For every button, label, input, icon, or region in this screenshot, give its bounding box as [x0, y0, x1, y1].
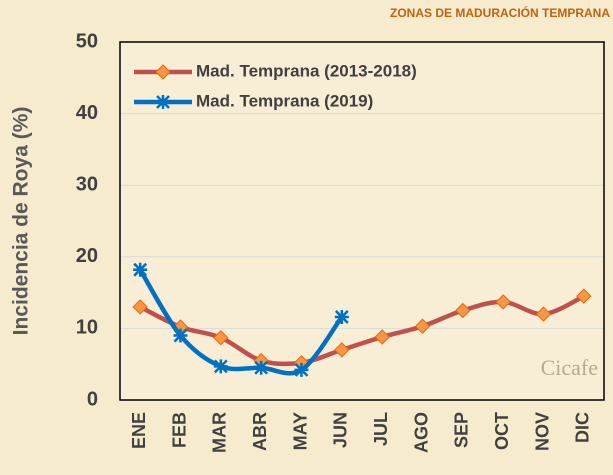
y-tick-label: 0: [87, 388, 98, 410]
marker: [132, 299, 148, 315]
marker: [334, 309, 349, 324]
x-tick-label: OCT: [492, 412, 512, 450]
marker: [133, 262, 148, 277]
x-tick-label: MAY: [290, 412, 310, 450]
x-tick-label: MAR: [210, 412, 230, 453]
x-tick-label: ABR: [250, 412, 270, 451]
y-tick-label: 40: [76, 102, 98, 124]
legend-label: Mad. Temprana (2019): [196, 91, 373, 110]
marker: [334, 342, 350, 358]
x-tick-label: JUN: [331, 412, 351, 448]
y-tick-label: 10: [76, 317, 98, 339]
marker: [173, 328, 188, 343]
marker: [374, 329, 390, 345]
marker: [414, 318, 431, 334]
x-tick-label: JUL: [371, 412, 391, 446]
x-tick-label: AGO: [411, 412, 431, 453]
marker: [213, 359, 228, 374]
y-tick-label: 50: [76, 30, 98, 52]
x-tick-label: DIC: [573, 412, 593, 443]
marker: [535, 306, 552, 322]
y-axis-label: Incidencia de Roya (%): [10, 107, 33, 336]
x-tick-label: SEP: [452, 412, 472, 448]
marker: [455, 302, 471, 319]
marker: [213, 330, 229, 346]
legend-label: Mad. Temprana (2013-2018): [196, 61, 417, 80]
chart-title: ZONAS DE MADURACIÓN TEMPRANA: [390, 5, 610, 20]
x-tick-label: NOV: [532, 412, 552, 451]
marker: [495, 294, 511, 310]
marker: [254, 360, 269, 375]
marker: [155, 64, 171, 80]
marker: [294, 362, 309, 377]
y-tick-label: 20: [76, 245, 98, 267]
marker: [156, 95, 170, 109]
x-tick-label: FEB: [169, 412, 189, 448]
marker: [576, 288, 592, 304]
watermark: Cicafe: [541, 355, 598, 380]
x-tick-label: ENE: [129, 412, 149, 449]
y-tick-label: 30: [76, 173, 98, 195]
plot-area: [120, 42, 604, 400]
plot-border: [119, 41, 605, 401]
